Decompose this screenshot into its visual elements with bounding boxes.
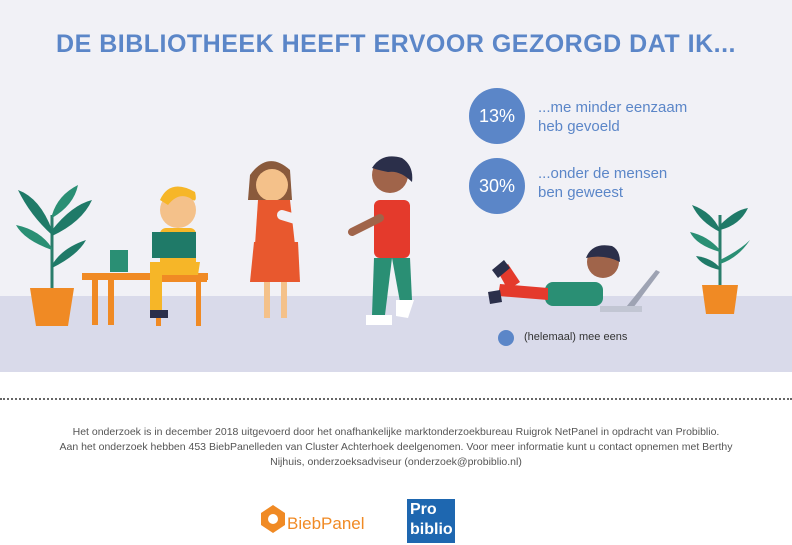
probiblio-logo	[407, 499, 455, 543]
probiblio-text-2: biblio	[410, 521, 453, 538]
biebpanel-text: BiebPanel	[287, 514, 365, 533]
plant-right-illustration	[690, 205, 750, 314]
stat-text-2-line2: ben geweest	[538, 184, 624, 201]
probiblio-text-1: Pro	[410, 501, 437, 518]
stat-text-1-line2: heb gevoeld	[538, 118, 620, 135]
divider	[0, 398, 792, 400]
plant-left-illustration	[16, 185, 92, 326]
stat-circle-2: 30%	[469, 158, 525, 214]
stat-text-1-line1: ...me minder eenzaam	[538, 99, 688, 116]
footnote-line1: Het onderzoek is in december 2018 uitgev…	[72, 426, 720, 438]
legend-label: (helemaal) mee eens	[524, 331, 628, 343]
stat-text-2-line1: ...onder de mensen	[538, 165, 668, 182]
footnote-line3: Nijhuis, onderzoeksadviseur (onderzoek@p…	[270, 456, 522, 468]
footnote-line2: Aan het onderzoek hebben 453 BiebPanelle…	[59, 441, 733, 453]
footnote: Het onderzoek is in december 2018 uitgev…	[20, 425, 772, 470]
stat-text-2: ...onder de mensen ben geweest	[538, 164, 728, 202]
page-title: DE BIBLIOTHEEK HEEFT ERVOOR GEZORGD DAT …	[56, 30, 736, 58]
stat-text-1: ...me minder eenzaam heb gevoeld	[538, 98, 728, 136]
illustration	[16, 156, 750, 326]
biebpanel-emblem-icon	[261, 505, 285, 533]
legend-dot	[498, 330, 514, 346]
stat-circle-1: 13%	[469, 88, 525, 144]
